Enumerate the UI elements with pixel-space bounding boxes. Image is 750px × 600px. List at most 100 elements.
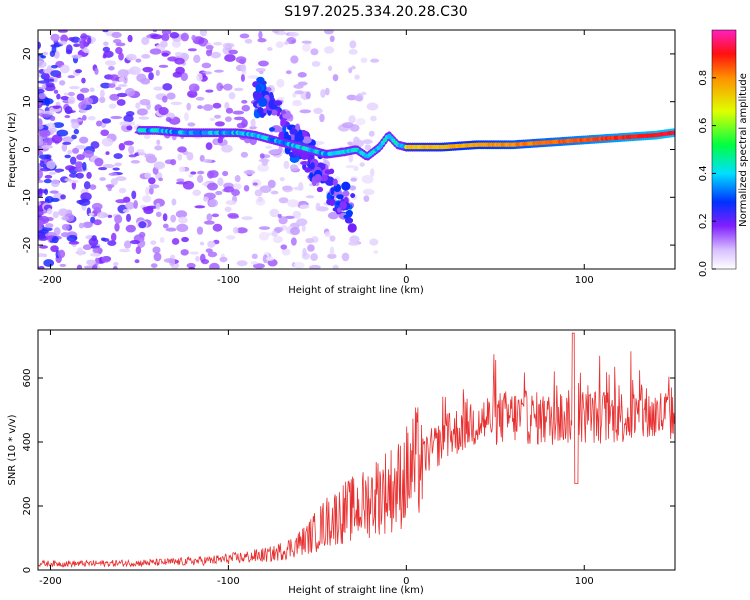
noise-blob <box>158 107 169 116</box>
noise-blob <box>219 256 228 263</box>
top-ytick-label: 10 <box>22 95 33 108</box>
noise-blob <box>52 236 59 244</box>
noise-blob <box>276 78 285 88</box>
noise-blob <box>115 176 127 182</box>
noise-blob <box>88 237 99 247</box>
noise-blob <box>162 83 173 91</box>
noise-blob <box>186 262 196 269</box>
noise-blob <box>101 137 114 147</box>
noise-blob <box>42 51 49 56</box>
noise-blob <box>359 162 365 167</box>
streak-blob <box>326 194 332 200</box>
noise-blob <box>91 202 103 211</box>
colorbar-tick-label: 0.0 <box>698 261 709 277</box>
streak-blob <box>350 193 356 198</box>
noise-blob <box>170 214 177 223</box>
noise-blob <box>52 211 59 219</box>
noise-blob <box>52 122 65 128</box>
noise-blob <box>178 216 188 224</box>
noise-blob <box>259 153 265 159</box>
noise-blob <box>214 121 225 127</box>
noise-blob <box>158 177 164 182</box>
noise-blob <box>64 154 71 159</box>
noise-blob <box>349 40 357 49</box>
noise-blob <box>83 97 94 106</box>
noise-blob <box>267 179 276 189</box>
noise-blob <box>138 221 147 229</box>
noise-blob <box>114 162 122 167</box>
noise-blob <box>39 245 48 249</box>
noise-blob <box>148 177 156 185</box>
noise-blob <box>315 202 321 212</box>
noise-blob <box>257 38 267 43</box>
noise-blob <box>187 48 197 52</box>
noise-blob <box>205 142 213 150</box>
noise-blob <box>305 91 311 100</box>
noise-blob <box>288 31 300 37</box>
noise-blob <box>195 96 205 101</box>
streak-blob <box>347 223 357 233</box>
noise-blob <box>130 159 141 164</box>
noise-blob <box>92 247 103 254</box>
noise-blob <box>281 248 291 256</box>
streak-blob <box>255 84 262 94</box>
noise-blob <box>62 136 74 143</box>
noise-blob <box>75 161 83 169</box>
noise-blob <box>133 200 138 209</box>
streak-blob <box>302 136 312 144</box>
noise-blob <box>210 51 221 59</box>
top-xtick-label: -200 <box>39 275 62 286</box>
noise-blob <box>93 219 102 226</box>
noise-blob <box>46 208 53 215</box>
noise-blob <box>323 46 335 54</box>
noise-blob <box>113 153 123 159</box>
noise-blob <box>341 122 354 129</box>
streak-blob <box>273 100 283 106</box>
noise-blob <box>293 186 304 191</box>
noise-blob <box>67 96 76 105</box>
noise-blob <box>105 184 115 189</box>
noise-blob <box>368 130 375 137</box>
noise-blob <box>50 179 60 188</box>
streak-blob <box>341 181 351 191</box>
noise-blob <box>125 111 135 117</box>
streak-blob <box>342 190 350 197</box>
colorbar-gradient <box>711 29 737 270</box>
colorbar: 0.0 0.2 0.4 0.6 0.8 Normalized spectral ampl… <box>698 29 749 277</box>
noise-blob <box>38 204 43 212</box>
noise-blob <box>360 57 368 64</box>
colorbar-tick-label: 0.4 <box>698 165 709 181</box>
noise-blob <box>75 172 84 179</box>
noise-blob <box>241 99 248 104</box>
noise-blob <box>216 82 224 92</box>
streak-blob <box>280 117 287 128</box>
noise-blob <box>128 145 135 155</box>
noise-blob <box>113 261 119 266</box>
noise-blob <box>135 58 142 63</box>
noise-blob <box>89 184 97 190</box>
noise-blob <box>79 136 89 144</box>
noise-blob <box>201 258 210 265</box>
noise-blob <box>163 258 175 263</box>
noise-blob <box>346 94 357 101</box>
noise-blob <box>38 169 43 179</box>
noise-blob <box>225 107 234 114</box>
noise-blob <box>38 109 44 114</box>
noise-blob <box>243 169 256 175</box>
noise-blob <box>214 114 222 119</box>
streak-blob <box>309 172 314 178</box>
noise-blob <box>257 163 270 172</box>
noise-blob <box>162 213 168 222</box>
noise-blob <box>65 165 75 171</box>
bottom-xtick-label: -100 <box>217 576 240 587</box>
noise-blob <box>258 231 270 241</box>
noise-blob <box>162 223 169 229</box>
noise-blob <box>203 158 213 163</box>
noise-blob <box>138 116 150 120</box>
noise-blob <box>123 140 134 146</box>
noise-blob <box>370 115 377 122</box>
noise-blob <box>175 51 183 57</box>
noise-blob <box>135 246 142 255</box>
noise-blob <box>152 30 157 33</box>
